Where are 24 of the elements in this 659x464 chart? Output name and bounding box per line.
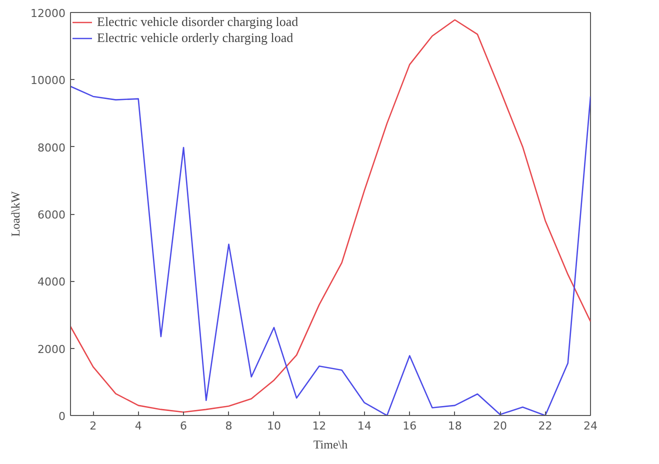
y-tick-label: 8000 [38, 141, 66, 154]
y-tick-label: 6000 [38, 208, 66, 222]
x-tick-label: 12 [312, 420, 326, 432]
legend-label: Electric vehicle disorder charging load [97, 14, 298, 30]
y-tick-label: 2000 [38, 342, 66, 356]
x-tick-label: 10 [266, 420, 281, 432]
x-tick-label: 18 [448, 420, 462, 432]
y-axis-title: Load\kW [8, 190, 23, 237]
y-tick-label: 10000 [30, 74, 66, 88]
x-tick-label: 8 [225, 420, 232, 432]
x-axis-title: Time\h [313, 438, 348, 452]
x-tick-label: 4 [134, 420, 142, 432]
x-tick-label: 24 [584, 420, 598, 432]
x-tick-label: 14 [357, 420, 372, 432]
y-tick-label: 12000 [30, 7, 66, 20]
x-tick-label: 22 [538, 420, 552, 432]
x-tick-label: 6 [180, 420, 188, 432]
line-series [70, 19, 590, 413]
y-tick-label: 0 [58, 410, 66, 423]
x-tick-label: 16 [402, 420, 417, 432]
y-tick-label: 4000 [38, 276, 66, 289]
x-tick-label: 2 [90, 420, 97, 432]
x-tick-label: 20 [493, 420, 508, 432]
legend-label: Electric vehicle orderly charging load [97, 30, 294, 46]
